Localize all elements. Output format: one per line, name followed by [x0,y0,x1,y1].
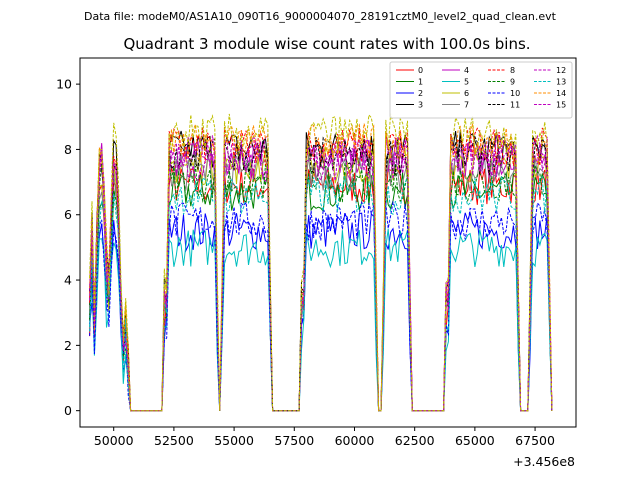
plot-lines [89,113,553,412]
x-tick-label: 52500 [154,433,194,448]
series-line-7 [89,153,553,412]
x-tick-label: 62500 [395,433,435,448]
series-line-9 [89,162,553,412]
series-line-6 [89,145,553,412]
series-line-0 [89,165,553,412]
legend-label-9: 9 [510,78,515,87]
series-line-4 [89,138,553,412]
series-line-2 [89,211,553,412]
legend-label-4: 4 [464,66,469,75]
legend-label-10: 10 [510,89,520,98]
legend-label-2: 2 [418,89,423,98]
data-file-header: Data file: modeM0/AS1A10_090T16_90000040… [84,10,557,23]
legend-label-13: 13 [556,78,566,87]
y-tick-label: 0 [64,403,72,418]
plot-frame [79,57,577,428]
x-tick-label: 50000 [94,433,134,448]
axes: 50000 52500 55000 57500 60000 62500 65000 67500… [56,77,555,448]
series-line-10 [89,200,553,412]
series-line-1 [89,170,553,412]
legend-label-12: 12 [556,66,566,75]
legend-label-8: 8 [510,66,515,75]
legend-label-11: 11 [510,101,520,110]
y-tick-label: 8 [64,142,72,157]
legend-label-6: 6 [464,89,469,98]
legend-label-14: 14 [556,89,566,98]
legend-label-5: 5 [464,78,469,87]
y-tick-label: 6 [64,207,72,222]
y-tick-label: 2 [64,338,72,353]
series-line-13 [89,175,553,412]
legend-label-1: 1 [418,78,423,87]
legend-box [389,61,573,119]
y-tick-label: 10 [56,77,72,92]
x-tick-label: 60000 [335,433,375,448]
x-offset-label: +3.456e8 [513,454,575,469]
legend-label-15: 15 [556,101,566,110]
chart-title: Quadrant 3 module wise count rates with … [123,35,530,53]
legend-label-3: 3 [418,101,423,110]
series-line-15 [89,142,553,412]
series-line-6b [89,113,553,412]
y-tick-label: 4 [64,273,72,288]
legend-label-7: 7 [464,101,469,110]
x-tick-label: 55000 [214,433,254,448]
x-tick-label: 65000 [455,433,495,448]
x-tick-label: 57500 [274,433,314,448]
series-line-5 [89,228,553,412]
legend-label-0: 0 [418,66,423,75]
x-tick-label: 67500 [515,433,555,448]
series-line-11 [89,135,553,412]
